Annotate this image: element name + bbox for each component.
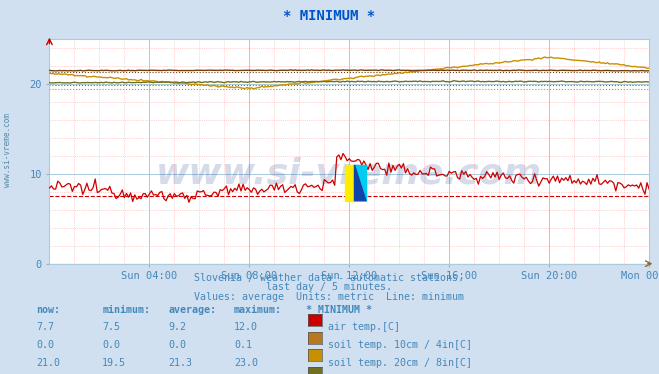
Text: soil temp. 20cm / 8in[C]: soil temp. 20cm / 8in[C] xyxy=(328,358,473,368)
Text: 19.5: 19.5 xyxy=(102,358,126,368)
Text: www.si-vreme.com: www.si-vreme.com xyxy=(156,157,542,191)
Text: minimum:: minimum: xyxy=(102,305,150,315)
Text: air temp.[C]: air temp.[C] xyxy=(328,322,400,332)
Text: 0.1: 0.1 xyxy=(234,340,252,350)
Text: * MINIMUM *: * MINIMUM * xyxy=(283,9,376,23)
Text: 9.2: 9.2 xyxy=(168,322,186,332)
Text: maximum:: maximum: xyxy=(234,305,282,315)
Text: 12.0: 12.0 xyxy=(234,322,258,332)
Text: 23.0: 23.0 xyxy=(234,358,258,368)
Text: average:: average: xyxy=(168,305,216,315)
Bar xyxy=(345,165,355,201)
Text: * MINIMUM *: * MINIMUM * xyxy=(306,305,372,315)
Text: 21.0: 21.0 xyxy=(36,358,60,368)
Text: www.si-vreme.com: www.si-vreme.com xyxy=(3,113,13,187)
Text: 7.7: 7.7 xyxy=(36,322,54,332)
Polygon shape xyxy=(355,165,366,201)
Text: 0.0: 0.0 xyxy=(102,340,120,350)
Text: 7.5: 7.5 xyxy=(102,322,120,332)
Text: Slovenia / weather data - automatic stations.: Slovenia / weather data - automatic stat… xyxy=(194,273,465,283)
Text: 0.0: 0.0 xyxy=(168,340,186,350)
Text: last day / 5 minutes.: last day / 5 minutes. xyxy=(266,282,393,292)
Text: soil temp. 10cm / 4in[C]: soil temp. 10cm / 4in[C] xyxy=(328,340,473,350)
Text: 21.3: 21.3 xyxy=(168,358,192,368)
Text: Values: average  Units: metric  Line: minimum: Values: average Units: metric Line: mini… xyxy=(194,292,465,302)
Polygon shape xyxy=(355,165,366,201)
Text: 0.0: 0.0 xyxy=(36,340,54,350)
Text: now:: now: xyxy=(36,305,60,315)
